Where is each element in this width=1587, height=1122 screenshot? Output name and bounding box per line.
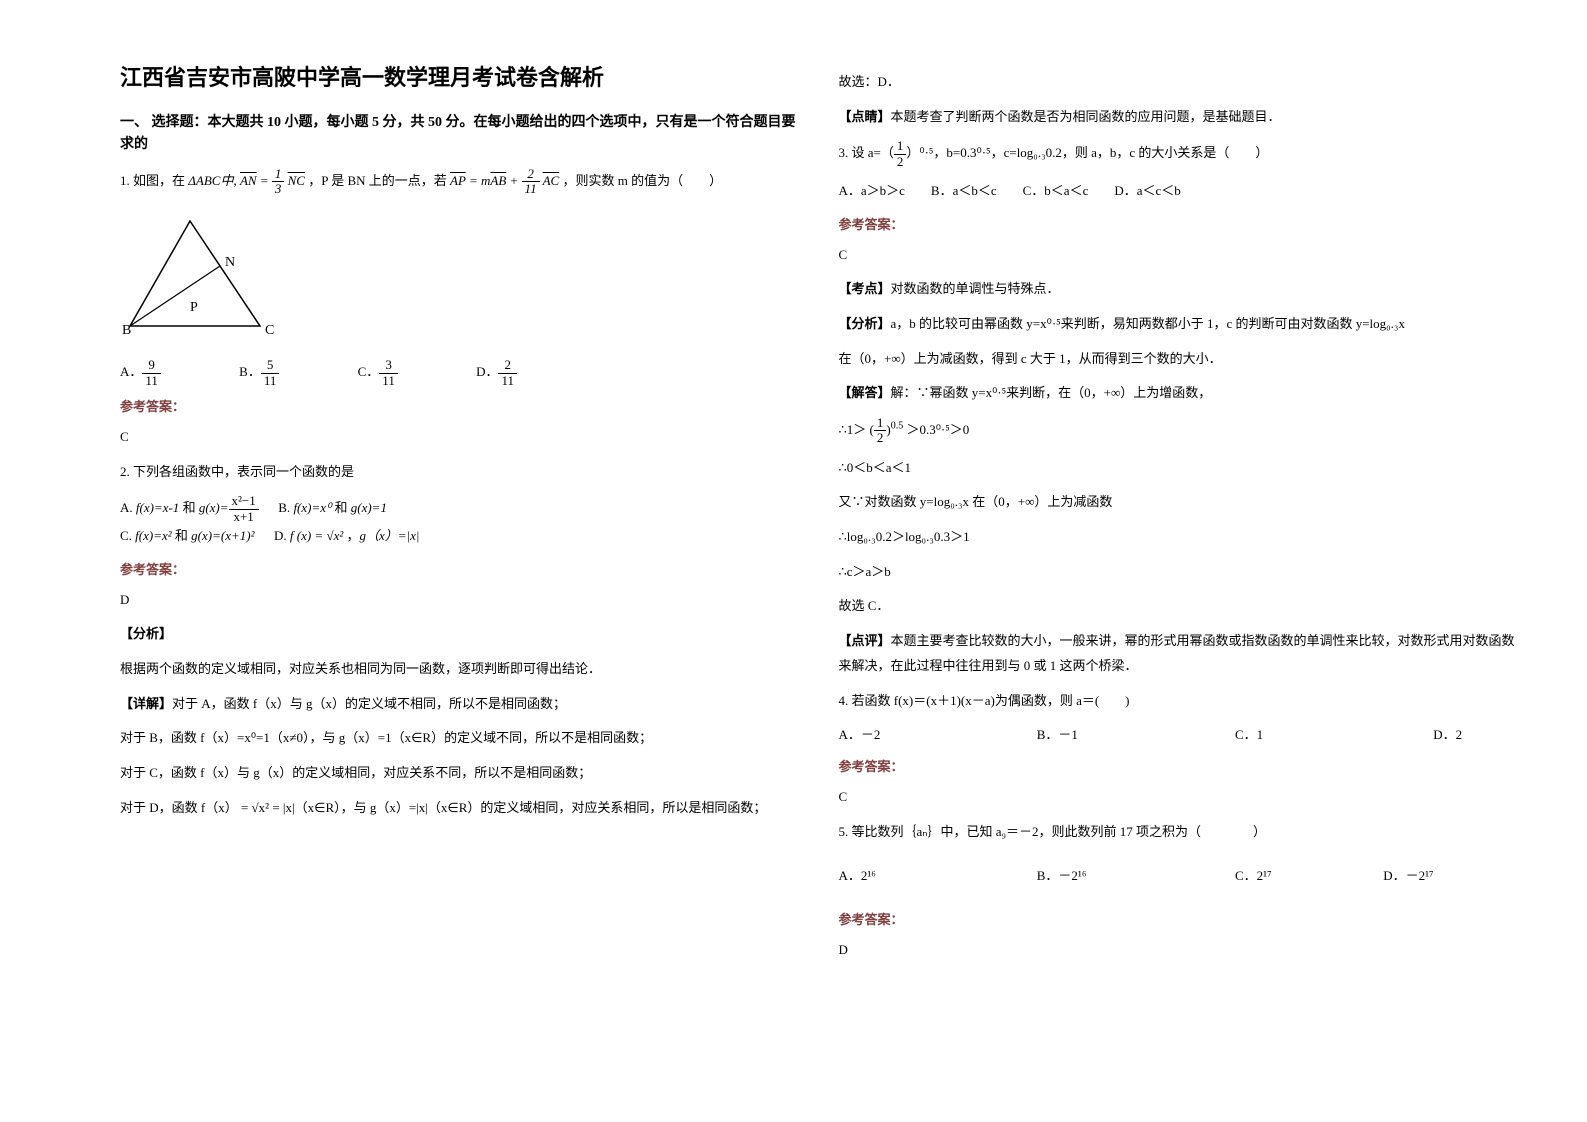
q5-opt-d: D．－2¹⁷ [1383,868,1433,883]
q3-jieda: 【解答】解：∵幂函数 y=x⁰·⁵来判断，在（0，+∞）上为增函数， [839,381,1518,406]
svg-text:A: A [185,216,196,218]
q5-opt-a: A．2¹⁶ [839,864,1009,889]
q1-opt-d: D．211 [476,364,567,379]
q3-answer: C [839,243,1518,268]
q4-options: A．－2 B．－1 C．1 D．2 [839,723,1518,748]
q2-stem: 2. 下列各组函数中，表示同一个函数的是 [120,460,799,485]
q2-analysis: 根据两个函数的定义域相同，对应关系也相同为同一函数，逐项判断即可得出结论． [120,657,799,682]
q2-detail-c: 对于 C，函数 f（x）与 g（x）的定义域相同，对应关系不同，所以不是相同函数… [120,761,799,786]
q3-step7: 故选 C． [839,594,1518,619]
triangle-figure: A B C N P [120,216,280,336]
q1-opt-b: B．511 [239,364,329,379]
q1-opt-a: A．911 [120,364,211,379]
q2-opt-d: D. f (x) = √x² ，g（x）=|x| [274,528,420,543]
q4-answer-label: 参考答案： [839,756,1518,775]
q5-answer: D [839,938,1518,963]
q3-kaodian: 【考点】对数函数的单调性与特殊点． [839,277,1518,302]
svg-text:P: P [190,300,198,315]
q2-answer-label: 参考答案： [120,559,799,578]
q2-analysis-tag: 【分析】 [120,622,799,647]
q1-options: A．911 B．511 C．311 D．211 [120,358,799,388]
q5-options: A．2¹⁶ B．－2¹⁶ C．2¹⁷ D．－2¹⁷ [839,864,1518,889]
q3-step3: ∴0＜b＜a＜1 [839,456,1518,481]
q5-opt-b: B．－2¹⁶ [1037,864,1207,889]
q3-step5: ∴log₀.₃0.2＞log₀.₃0.3＞1 [839,525,1518,550]
svg-text:N: N [225,255,235,270]
q1-ap: AP = mAB + 211 AC [450,173,559,188]
q4-stem: 4. 若函数 f(x)＝(x＋1)(x－a)为偶函数，则 a＝( ) [839,689,1518,714]
q4-answer: C [839,785,1518,810]
right-column: 故选：D． 【点睛】本题考查了判断两个函数是否为相同函数的应用问题，是基础题目．… [819,60,1538,1082]
q2-opt-b: B. f(x)=x⁰ 和 g(x)=1 [278,500,387,515]
q2-conclusion: 故选：D． [839,70,1518,95]
q1-prefix: 1. 如图，在 [120,173,185,188]
q2-comment: 【点睛】本题考查了判断两个函数是否为相同函数的应用问题，是基础题目． [839,105,1518,130]
q4-opt-a: A．－2 [839,723,1009,748]
question-3: 3. 设 a=（12）⁰·⁵，b=0.3⁰·⁵，c=log₀.₃0.2，则 a，… [839,139,1518,169]
q2-detail-b: 对于 B，函数 f（x）=x⁰=1（x≠0），与 g（x）=1（x∈R）的定义域… [120,726,799,751]
q4-opt-c: C．1 [1235,723,1405,748]
left-column: 江西省吉安市高陂中学高一数学理月考试卷含解析 一、 选择题：本大题共 10 小题… [100,60,819,1082]
q1-answer: C [120,425,799,450]
q3-options: A．a＞b＞c B．a＜b＜c C．b＜a＜c D．a＜c＜b [839,179,1518,204]
q1-math: ΔABC中, AN = 13 NC [188,173,305,188]
svg-text:B: B [122,323,131,336]
question-1: 1. 如图，在 ΔABC中, AN = 13 NC ，P 是 BN 上的一点，若… [120,167,799,197]
svg-text:C: C [265,323,274,336]
q1-tail: ，则实数 m 的值为（ ） [562,173,722,188]
q1-mid: ，P 是 BN 上的一点，若 [308,173,447,188]
q3-fenxi-b: 在（0，+∞）上为减函数，得到 c 大于 1，从而得到三个数的大小． [839,347,1518,372]
q2-detail-d: 对于 D，函数 f（x） = √x² = |x|（x∈R），与 g（x）=|x|… [120,796,799,821]
q1-opt-c: C．311 [358,364,448,379]
q4-opt-d: D．2 [1433,727,1462,742]
q3-step4: 又∵对数函数 y=log₀.₃x 在（0，+∞）上为减函数 [839,490,1518,515]
q1-answer-label: 参考答案： [120,396,799,415]
q2-options: A. f(x)=x-1 和 g(x)=x²−1x+1 B. f(x)=x⁰ 和 … [120,494,799,548]
q5-opt-c: C．2¹⁷ [1235,864,1355,889]
q3-step2: ∴1＞ (12)0.5 ＞0.3⁰·⁵＞0 [839,416,1518,446]
q5-stem: 5. 等比数列｛aₙ｝中，已知 a₉＝－2，则此数列前 17 项之积为（ ） [839,820,1518,845]
q5-answer-label: 参考答案： [839,909,1518,928]
q2-opt-c: C. f(x)=x² 和 g(x)=(x+1)² [120,528,254,543]
q3-answer-label: 参考答案： [839,214,1518,233]
q4-opt-b: B．－1 [1037,723,1207,748]
q3-fenxi: 【分析】a，b 的比较可由幂函数 y=x⁰·⁵来判断，易知两数都小于 1，c 的… [839,312,1518,337]
q2-detail-a: 【详解】对于 A，函数 f（x）与 g（x）的定义域不相同，所以不是相同函数； [120,692,799,717]
q2-answer: D [120,588,799,613]
q3-step6: ∴c＞a＞b [839,560,1518,585]
q3-dianping: 【点评】本题主要考查比较数的大小，一般来讲，幂的形式用幂函数或指数函数的单调性来… [839,629,1518,678]
page-title: 江西省吉安市高陂中学高一数学理月考试卷含解析 [120,60,799,92]
section-1-header: 一、 选择题：本大题共 10 小题，每小题 5 分，共 50 分。在每小题给出的… [120,112,799,157]
q2-opt-a: A. f(x)=x-1 和 g(x)=x²−1x+1 [120,500,259,515]
